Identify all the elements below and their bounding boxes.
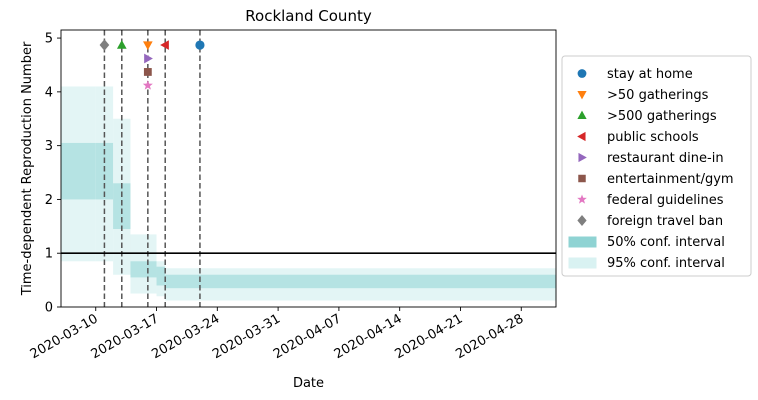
legend-marker-2 [577, 110, 587, 120]
legend-marker-6 [577, 194, 587, 204]
intervention-marker-3 [160, 40, 169, 50]
legend: stay at home >50 gatherings >500 gathering… [561, 55, 752, 277]
ci50-band-3 [130, 261, 157, 278]
intervention-marker-0 [195, 40, 205, 50]
legend-box [561, 55, 752, 277]
y-tick-label: 3 [45, 139, 53, 154]
legend-label: public schools [607, 130, 699, 145]
legend-marker-5 [578, 174, 586, 183]
y-tick-label: 0 [45, 301, 53, 316]
y-tick-label: 1 [45, 247, 53, 262]
intervention-marker-2 [116, 40, 127, 49]
y-tick-label: 4 [45, 85, 53, 100]
intervention-marker-4 [144, 53, 153, 64]
legend-label: stay at home [607, 67, 693, 82]
legend-label: >500 gatherings [607, 109, 717, 124]
y-axis-ticks: 0 1 2 3 4 5 [45, 32, 61, 316]
y-tick-label: 2 [45, 193, 53, 208]
legend-swatch-1 [568, 257, 597, 269]
x-axis-label: Date [293, 376, 324, 391]
legend-label: restaurant dine-in [607, 151, 724, 166]
intervention-marker-1 [143, 41, 153, 51]
legend-label: entertainment/gym [607, 172, 734, 187]
ci50-band-4 [156, 266, 166, 286]
intervention-marker-5 [143, 68, 152, 76]
intervention-markers [99, 39, 205, 90]
ci50-band-0 [61, 142, 96, 200]
intervention-marker-7 [99, 39, 110, 51]
legend-marker-0 [577, 69, 587, 78]
legend-swatch-0 [568, 236, 597, 248]
legend-label: 95% conf. interval [607, 256, 725, 271]
plot-frame [60, 29, 557, 308]
intervention-marker-6 [142, 80, 153, 90]
legend-marker-4 [578, 152, 587, 163]
legend-marker-1 [577, 90, 587, 100]
chart-title: Rockland County [245, 7, 372, 25]
legend-label: federal guidelines [607, 193, 724, 208]
legend-label: foreign travel ban [607, 214, 723, 229]
y-tick-label: 5 [45, 32, 53, 47]
legend-label: >50 gatherings [607, 88, 709, 103]
legend-marker-7 [577, 215, 587, 226]
ci50-band-2 [113, 183, 131, 230]
y-axis-label: Time-dependent Reproduction Number [20, 41, 35, 296]
legend-label: 50% conf. interval [607, 235, 725, 250]
intervention-lines [103, 30, 201, 307]
legend-marker-3 [577, 131, 586, 142]
ci50-band-5 [165, 274, 557, 289]
